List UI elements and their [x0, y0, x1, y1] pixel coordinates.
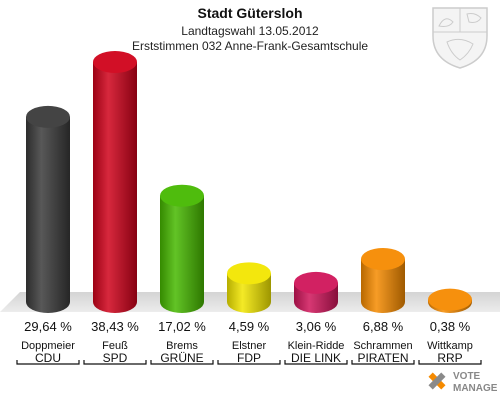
logo-text-manager: MANAGER [453, 383, 497, 394]
value-label: 6,88 % [363, 319, 404, 334]
chart-title: Stadt Gütersloh [197, 5, 303, 21]
bar-top [361, 248, 405, 271]
value-label: 17,02 % [158, 319, 206, 334]
bar-top [227, 262, 271, 285]
party-underline [217, 360, 281, 365]
bar-top [428, 288, 472, 311]
party-underline [150, 360, 214, 365]
chart-subtitle-2: Erststimmen 032 Anne-Frank-Gesamtschule [131, 39, 369, 53]
bar-die-linke [294, 271, 338, 313]
bar-rrp [428, 288, 472, 313]
bar-body [93, 62, 137, 313]
party-label: DIE LINK [291, 351, 341, 365]
party-underline [83, 360, 147, 365]
party-underline [351, 360, 415, 365]
bar-body [160, 195, 204, 313]
bar-body [227, 273, 271, 313]
bar-piraten [361, 248, 405, 313]
party-label: GRÜNE [160, 351, 203, 365]
party-underline [284, 360, 348, 365]
value-label: 4,59 % [229, 319, 270, 334]
bar-fdp [227, 262, 271, 313]
party-label: CDU [35, 351, 61, 365]
logo-text-vote: VOTE [453, 371, 481, 382]
party-underline [418, 360, 482, 365]
candidate-label: Schrammen [353, 340, 412, 352]
party-label: FDP [237, 351, 261, 365]
coat-of-arms-icon [432, 7, 488, 69]
bar-body [26, 116, 70, 313]
bar-spd [93, 51, 137, 313]
value-label: 3,06 % [296, 319, 337, 334]
value-label: 29,64 % [24, 319, 72, 334]
candidate-label: Doppmeier [21, 340, 75, 352]
value-label: 0,38 % [430, 319, 471, 334]
party-underline [16, 360, 80, 365]
bar-top [26, 105, 70, 128]
bar-top [93, 51, 137, 73]
value-label: 38,43 % [91, 319, 139, 334]
candidate-label: Klein-Ridde [288, 340, 345, 352]
bar-cdu [26, 105, 70, 313]
candidate-label: Elstner [232, 340, 267, 352]
bar-top [294, 271, 338, 294]
bar-body [361, 259, 405, 313]
candidate-label: Brems [166, 340, 198, 352]
chart-subtitle: Landtagswahl 13.05.2012 [181, 24, 319, 38]
candidate-label: Feuß [102, 340, 128, 352]
candidate-label: Wittkamp [427, 340, 473, 352]
party-label: RRP [437, 351, 462, 365]
vote-manager-logo: VOTE MANAGER [428, 371, 497, 394]
bar-top [160, 184, 204, 207]
party-label: SPD [103, 351, 128, 365]
party-label: PIRATEN [357, 351, 408, 365]
bar-gr-ne [160, 184, 204, 313]
